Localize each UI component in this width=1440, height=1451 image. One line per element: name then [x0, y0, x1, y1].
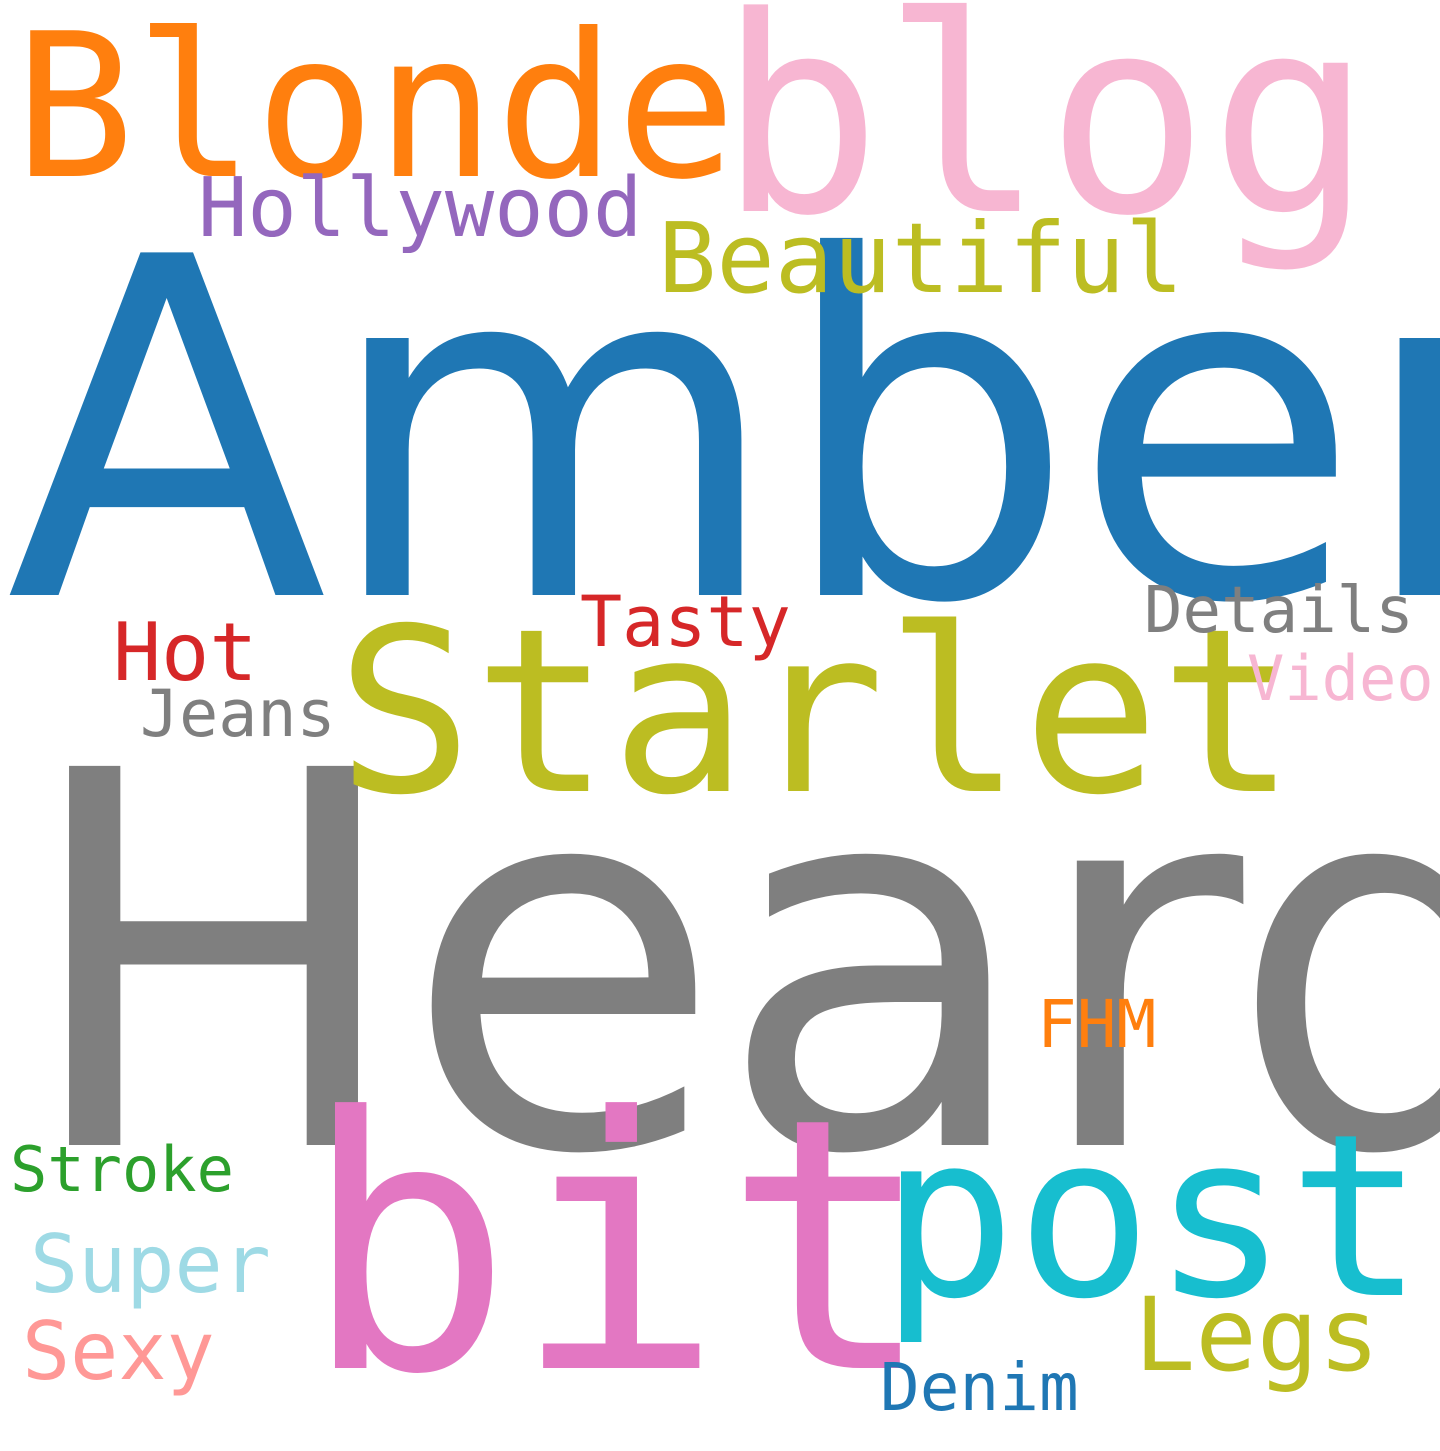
word-blonde: Blonde	[14, 0, 737, 224]
word-beautiful: Beautiful	[658, 202, 1184, 315]
word-blog: blog	[718, 0, 1374, 276]
word-fhm: FHM	[1037, 986, 1157, 1063]
word-amber: Amber	[6, 159, 1440, 706]
word-legs: Legs	[1134, 1276, 1380, 1395]
word-tasty: Tasty	[580, 581, 791, 663]
word-sexy: Sexy	[22, 1305, 215, 1398]
word-hot: Hot	[113, 606, 258, 699]
word-bit: bit	[302, 1043, 935, 1451]
word-post: post	[880, 1086, 1425, 1349]
word-jeans: Jeans	[140, 677, 336, 752]
word-denim: Denim	[880, 1349, 1079, 1426]
word-heard: Heard	[18, 662, 1440, 1268]
word-super: Super	[30, 1218, 271, 1311]
word-starlet: Starlet	[336, 579, 1297, 845]
word-stroke: Stroke	[10, 1133, 234, 1206]
word-hollywood: Hollywood	[198, 161, 643, 256]
word-video: Video	[1247, 642, 1434, 715]
word-details: Details	[1144, 574, 1414, 648]
